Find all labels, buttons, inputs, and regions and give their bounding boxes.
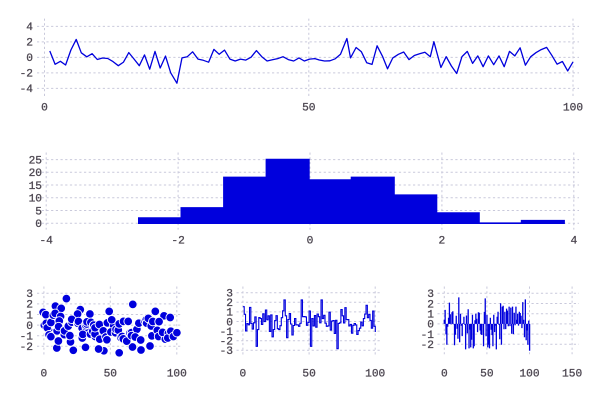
svg-text:50: 50 [480, 369, 494, 381]
svg-text:0: 0 [41, 369, 48, 381]
svg-text:0: 0 [307, 236, 314, 248]
svg-text:1: 1 [427, 310, 434, 322]
svg-text:-2: -2 [171, 236, 184, 248]
svg-text:4: 4 [570, 236, 577, 248]
svg-text:1: 1 [226, 308, 233, 320]
svg-text:5: 5 [35, 206, 42, 218]
svg-text:10: 10 [29, 194, 43, 206]
svg-text:2: 2 [439, 236, 446, 248]
svg-text:50: 50 [302, 103, 316, 115]
svg-text:-1: -1 [421, 330, 435, 342]
svg-text:0: 0 [226, 317, 233, 329]
svg-text:0: 0 [427, 320, 434, 332]
svg-text:-3: -3 [220, 346, 233, 358]
svg-text:2: 2 [226, 298, 233, 310]
svg-text:25: 25 [29, 155, 42, 167]
svg-text:50: 50 [104, 369, 118, 381]
svg-text:-1: -1 [220, 327, 234, 339]
svg-text:3: 3 [427, 289, 434, 301]
svg-text:100: 100 [167, 369, 187, 381]
svg-text:2: 2 [26, 38, 33, 50]
svg-text:20: 20 [29, 168, 43, 180]
svg-text:1: 1 [26, 310, 33, 322]
svg-text:100: 100 [519, 369, 539, 381]
svg-text:-2: -2 [20, 69, 33, 81]
svg-text:2: 2 [26, 300, 33, 312]
svg-text:-2: -2 [220, 337, 233, 349]
svg-text:4: 4 [26, 22, 33, 34]
svg-text:0: 0 [26, 321, 33, 333]
svg-text:0: 0 [35, 219, 42, 231]
svg-text:-1: -1 [20, 332, 34, 344]
svg-text:0: 0 [26, 53, 33, 65]
svg-text:-4: -4 [39, 236, 53, 248]
svg-text:150: 150 [562, 369, 582, 381]
svg-text:3: 3 [226, 289, 233, 301]
svg-text:-4: -4 [20, 84, 34, 96]
svg-text:3: 3 [26, 289, 33, 301]
svg-text:-2: -2 [421, 340, 434, 352]
svg-text:100: 100 [365, 369, 385, 381]
svg-text:0: 0 [41, 103, 48, 115]
svg-text:0: 0 [441, 369, 448, 381]
svg-text:50: 50 [302, 369, 316, 381]
svg-text:-2: -2 [20, 342, 33, 354]
svg-text:0: 0 [240, 369, 247, 381]
svg-text:15: 15 [29, 181, 42, 193]
svg-text:2: 2 [427, 299, 434, 311]
svg-text:100: 100 [563, 103, 583, 115]
